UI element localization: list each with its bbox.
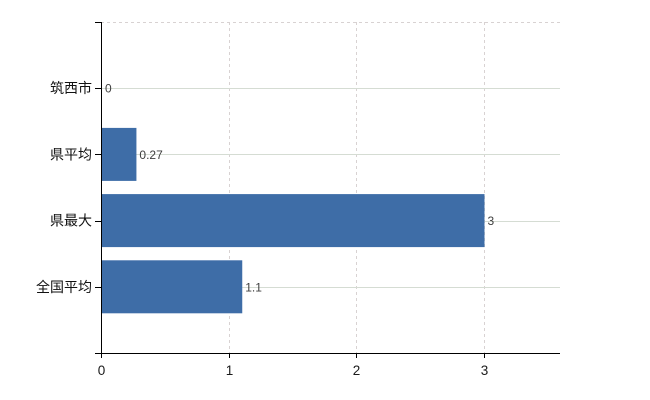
x-tick-label: 3 [481, 363, 489, 378]
bar [102, 260, 243, 314]
value-label: 0.27 [139, 148, 163, 162]
category-label: 全国平均 [36, 279, 92, 295]
category-label: 県最大 [50, 213, 92, 229]
value-label: 0 [105, 82, 112, 96]
bar [102, 194, 485, 248]
x-tick-label: 2 [353, 363, 361, 378]
value-label: 3 [488, 214, 495, 228]
value-label: 1.1 [245, 280, 262, 294]
x-tick-label: 1 [226, 363, 234, 378]
category-label: 筑西市 [50, 80, 92, 96]
category-label: 県平均 [50, 146, 92, 162]
x-tick-label: 0 [98, 363, 106, 378]
bar [102, 127, 137, 181]
